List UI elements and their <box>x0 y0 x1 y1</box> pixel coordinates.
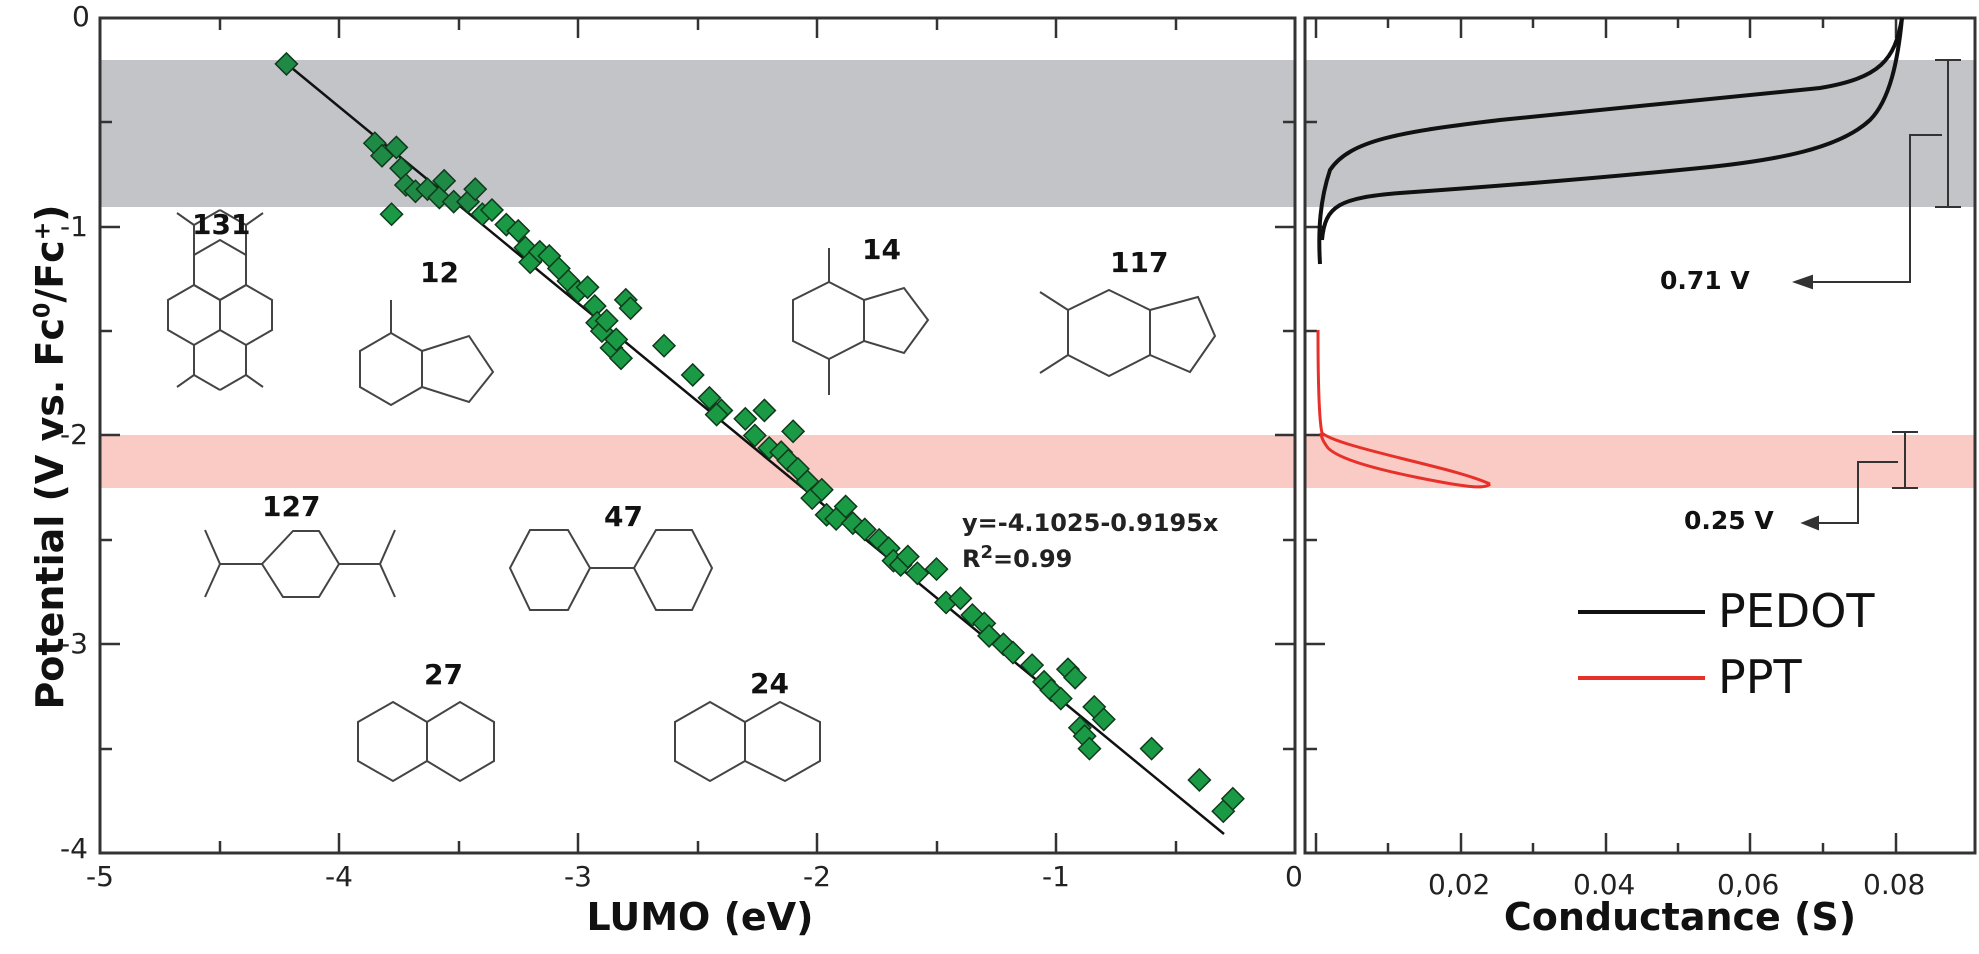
data-point <box>479 197 505 223</box>
data-point <box>432 168 457 193</box>
data-point <box>1000 640 1026 665</box>
x-tick-minus2: -2 <box>803 860 831 893</box>
x-tick-minus5: -5 <box>86 860 114 893</box>
y-axis-label-sup1: 0 <box>30 302 56 318</box>
molecule-label-12: 12 <box>420 256 459 289</box>
y-axis-label: Potential (V vs. Fc0/Fc+) <box>28 77 72 837</box>
data-point <box>384 135 409 160</box>
cond-tick-008: 0.08 <box>1863 868 1926 901</box>
ppt-gap-label: 0.25 V <box>1684 506 1774 535</box>
ppt-gap-bracket <box>1800 431 1918 531</box>
data-point <box>1048 686 1073 711</box>
data-point <box>608 346 634 371</box>
cond-tick-004: 0.04 <box>1573 868 1636 901</box>
y-tick-minus1: -1 <box>60 210 88 243</box>
fit-r-squared: R2=0.99 <box>962 538 1218 574</box>
molecule-label-47: 47 <box>604 500 643 533</box>
data-point <box>1220 786 1245 811</box>
data-point <box>1139 736 1164 761</box>
data-point <box>781 419 806 444</box>
right-x-ticks <box>1314 18 1898 853</box>
data-point <box>604 327 629 352</box>
legend-ppt-label: PPT <box>1718 650 1802 704</box>
data-point <box>1077 736 1102 761</box>
data-point <box>948 586 973 611</box>
data-point <box>274 51 299 76</box>
molecule-label-127: 127 <box>262 490 321 523</box>
cond-tick-006: 0,06 <box>1717 868 1780 901</box>
molecule-131-structure <box>167 209 273 391</box>
ppt-curve <box>1316 329 1492 489</box>
molecule-14-structure <box>792 248 930 395</box>
molecule-117-structure <box>1039 288 1217 378</box>
x-axis-label-lumo: LUMO (eV) <box>586 895 814 939</box>
y-tick-minus3: -3 <box>60 627 88 660</box>
molecule-127-structure <box>204 529 396 598</box>
molecule-27-structure <box>357 700 495 783</box>
data-point <box>697 385 722 410</box>
molecule-47-structure <box>508 529 714 611</box>
data-point <box>704 402 729 427</box>
y-axis-label-mid: /Fc <box>28 240 72 303</box>
r2-sup: 2 <box>980 542 994 563</box>
fit-equation: y=-4.1025-0.9195x <box>962 509 1219 537</box>
x-tick-minus1: -1 <box>1042 860 1070 893</box>
y-tick-minus4: -4 <box>60 832 88 865</box>
cond-tick-0: 0,02 <box>1428 868 1491 901</box>
x-tick-minus3: -3 <box>564 860 592 893</box>
molecule-label-117: 117 <box>1110 246 1169 279</box>
data-point <box>651 333 677 358</box>
r2-value: =0.99 <box>993 545 1073 573</box>
legend-pedot-label: PEDOT <box>1718 584 1875 638</box>
x-axis-label-conductance: Conductance (S) <box>1503 895 1857 939</box>
data-point <box>1091 707 1116 732</box>
left-y-ticks <box>100 120 1295 751</box>
x-tick-0: 0 <box>1285 860 1303 893</box>
pedot-gap-bracket <box>1791 59 1961 290</box>
data-point <box>752 398 777 423</box>
data-point <box>1187 767 1212 792</box>
data-point <box>742 423 767 448</box>
data-point <box>852 517 877 542</box>
molecule-12-structure <box>359 300 495 407</box>
pedot-window-band-left <box>101 60 1294 207</box>
data-point <box>809 477 834 502</box>
y-tick-minus2: -2 <box>60 418 88 451</box>
molecule-24-structure <box>674 700 821 783</box>
data-point <box>833 494 858 519</box>
molecule-label-24: 24 <box>750 667 789 700</box>
left-x-ticks <box>218 18 1178 853</box>
pedot-gap-label: 0.71 V <box>1660 266 1750 295</box>
fit-annotation: y=-4.1025-0.9195x R2=0.99 <box>962 508 1218 574</box>
molecule-label-27: 27 <box>424 658 463 691</box>
data-point <box>575 275 600 300</box>
r2-prefix: R <box>962 545 981 573</box>
data-point <box>618 296 643 321</box>
data-point <box>506 218 531 243</box>
ppt-window-band-left <box>101 435 1294 488</box>
data-point <box>1020 653 1045 678</box>
x-tick-minus4: -4 <box>325 860 353 893</box>
y-axis-label-sup2: + <box>30 221 56 241</box>
data-point <box>733 406 758 431</box>
data-point <box>895 544 920 569</box>
data-point <box>1063 665 1088 690</box>
data-point <box>905 561 930 586</box>
scatter-points <box>274 51 1245 824</box>
data-point <box>463 177 488 202</box>
molecule-label-131: 131 <box>192 208 251 241</box>
molecule-label-14: 14 <box>862 233 901 266</box>
pedot-curve <box>1317 17 1904 265</box>
data-point <box>924 557 949 582</box>
data-point <box>594 308 619 333</box>
data-point <box>379 202 404 227</box>
y-tick-0: 0 <box>72 0 90 33</box>
data-point <box>680 362 705 388</box>
